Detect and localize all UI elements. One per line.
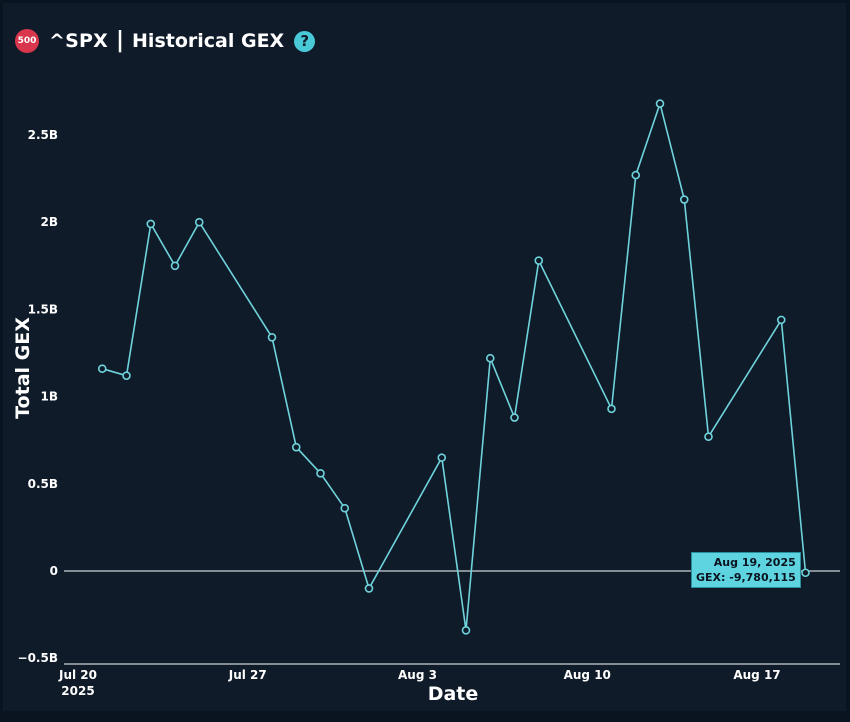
data-point[interactable] — [485, 353, 495, 363]
data-point[interactable] — [461, 625, 471, 635]
y-tick-label: 2.5B — [28, 128, 58, 142]
data-point[interactable] — [291, 442, 301, 452]
data-point[interactable] — [631, 170, 641, 180]
data-point[interactable] — [437, 453, 447, 462]
y-tick-label: 2B — [41, 215, 59, 229]
y-tick-label: 1B — [41, 390, 59, 404]
sp500-badge: 500 — [15, 29, 39, 53]
data-point[interactable] — [679, 195, 689, 204]
tooltip-value: GEX: -9,780,115 — [696, 571, 796, 584]
data-point[interactable] — [776, 315, 786, 325]
series-line — [102, 100, 807, 631]
title-separator: | — [115, 27, 125, 53]
data-point[interactable] — [170, 261, 180, 271]
hover-tooltip: Aug 19, 2025 GEX: -9,780,115 — [691, 552, 801, 588]
y-tick-label: 0.5B — [28, 477, 58, 491]
data-point[interactable] — [122, 371, 131, 380]
help-icon[interactable]: ? — [294, 30, 316, 52]
data-point[interactable] — [607, 404, 616, 414]
data-points — [97, 99, 810, 635]
ticker-label: ^SPX — [49, 30, 108, 52]
chart-header: 500 ^SPX | Historical GEX ? — [15, 27, 316, 54]
data-point[interactable] — [364, 584, 374, 593]
data-point[interactable] — [194, 217, 204, 227]
x-tick-label: Jul 20 — [58, 668, 97, 682]
chart-panel — [3, 3, 846, 711]
y-axis-ticks: −0.5B 0 0.5B 1B 1.5B 2B 2.5B — [18, 128, 58, 665]
x-tick-label: Aug 10 — [564, 668, 611, 682]
x-tick-label: Jul 27 — [228, 668, 267, 682]
y-axis-title: Total GEX — [12, 317, 34, 419]
y-tick-label: −0.5B — [18, 651, 58, 665]
tooltip-date: Aug 19, 2025 — [713, 556, 796, 569]
data-point[interactable] — [534, 256, 544, 265]
x-tick-label: Aug 17 — [733, 668, 780, 682]
x-tick-year-label: 2025 — [61, 684, 94, 698]
data-point[interactable] — [801, 568, 810, 578]
data-point[interactable] — [340, 503, 350, 513]
y-tick-label: 1.5B — [28, 302, 58, 316]
x-tick-label: Aug 3 — [398, 668, 437, 682]
data-point[interactable] — [704, 432, 713, 442]
x-axis-ticks: Jul 20 2025 Jul 27 Aug 3 Aug 10 Aug 17 — [58, 668, 781, 698]
data-point[interactable] — [97, 364, 107, 373]
data-point[interactable] — [655, 99, 665, 108]
y-tick-label: 0 — [50, 564, 58, 578]
data-point[interactable] — [146, 219, 156, 229]
data-point[interactable] — [510, 413, 519, 422]
data-point[interactable] — [267, 333, 277, 342]
x-axis-title: Date — [428, 683, 479, 705]
chart-title: Historical GEX — [132, 30, 285, 52]
data-point[interactable] — [316, 469, 325, 478]
